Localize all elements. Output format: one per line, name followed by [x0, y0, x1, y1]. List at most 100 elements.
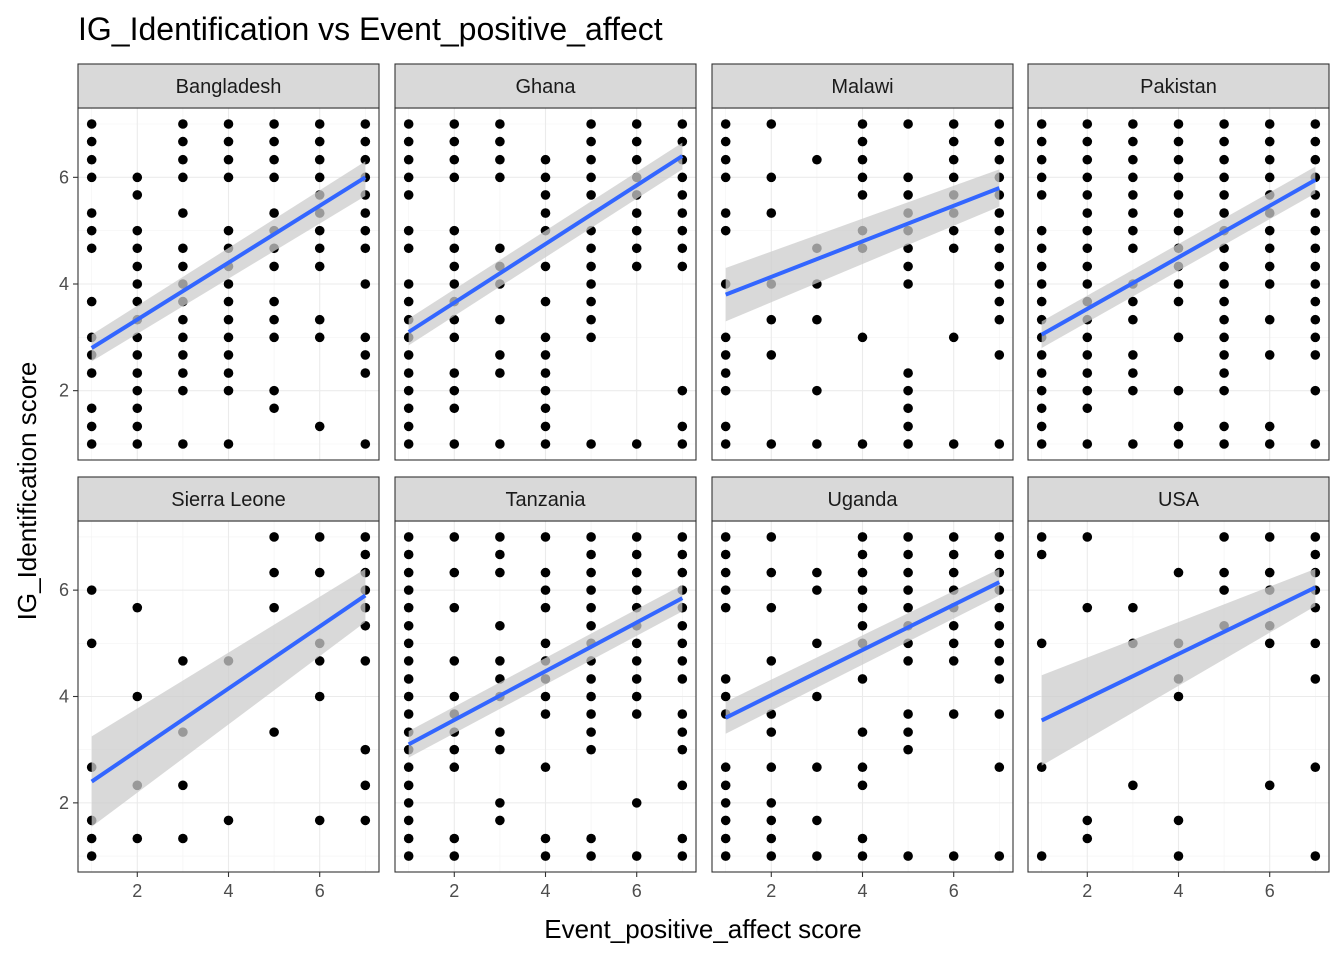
data-point — [360, 532, 371, 542]
data-point — [1082, 190, 1093, 200]
data-point — [1082, 332, 1093, 343]
data-point — [720, 833, 731, 844]
data-point — [720, 439, 731, 449]
data-point — [586, 674, 596, 684]
data-point — [540, 208, 551, 218]
data-point — [495, 136, 505, 147]
data-point — [586, 585, 596, 595]
data-point — [1219, 532, 1229, 542]
data-point — [994, 602, 1005, 613]
data-point — [994, 674, 1005, 684]
data-point — [495, 314, 505, 325]
data-point — [403, 350, 414, 360]
data-point — [903, 567, 913, 578]
data-point — [403, 403, 414, 414]
data-point — [948, 332, 959, 343]
data-point — [994, 136, 1005, 147]
data-point — [86, 403, 97, 414]
y-tick-label: 6 — [59, 167, 69, 187]
data-point — [1264, 421, 1275, 432]
data-point — [677, 208, 688, 218]
data-point — [269, 532, 279, 542]
facet-strip — [394, 476, 697, 522]
data-point — [903, 368, 913, 378]
data-point — [586, 261, 596, 272]
data-point — [857, 567, 868, 578]
data-point — [1310, 154, 1321, 165]
data-point — [586, 851, 596, 861]
data-point — [994, 549, 1005, 560]
data-point — [903, 172, 913, 183]
data-point — [132, 691, 143, 702]
data-point — [586, 602, 596, 613]
data-point — [132, 225, 143, 236]
data-point — [449, 567, 460, 578]
facet-strip-label: Pakistan — [1140, 76, 1217, 98]
data-point — [677, 190, 688, 200]
data-point — [495, 815, 505, 826]
data-point — [314, 532, 325, 542]
facet-strip — [711, 476, 1014, 522]
data-point — [948, 638, 959, 649]
data-point — [495, 119, 505, 129]
data-point — [86, 851, 97, 861]
data-point — [86, 172, 97, 183]
data-point — [178, 780, 188, 791]
data-point — [948, 243, 959, 254]
data-point — [631, 243, 642, 254]
data-point — [403, 532, 414, 542]
data-point — [449, 656, 460, 666]
data-point — [449, 439, 460, 449]
data-point — [1128, 439, 1138, 449]
data-point — [1219, 296, 1229, 307]
facet-strip-label: Ghana — [515, 76, 576, 98]
data-point — [720, 691, 731, 702]
data-point — [766, 656, 777, 666]
data-point — [1310, 532, 1321, 542]
data-point — [132, 243, 143, 254]
data-point — [1036, 385, 1047, 396]
data-point — [223, 815, 234, 826]
data-point — [1310, 261, 1321, 272]
data-point — [269, 314, 279, 325]
data-point — [1264, 314, 1275, 325]
data-point — [132, 350, 143, 360]
data-point — [1310, 851, 1321, 861]
data-point — [1036, 296, 1047, 307]
facet-sierra-leone: Sierra Leone 2 4 6 2 4 6 — [59, 476, 380, 901]
data-point — [1264, 279, 1275, 289]
data-point — [132, 172, 143, 183]
data-point — [677, 727, 688, 737]
x-tick-label: 2 — [449, 881, 459, 901]
data-point — [812, 691, 822, 702]
data-point — [631, 585, 642, 595]
data-point — [1219, 314, 1229, 325]
data-point — [720, 225, 731, 236]
data-point — [948, 532, 959, 542]
data-point — [540, 403, 551, 414]
data-point — [1128, 780, 1138, 791]
data-point — [1036, 762, 1047, 773]
data-point — [677, 385, 688, 396]
regression-line — [90, 175, 367, 350]
data-point — [1036, 136, 1047, 147]
data-point — [1082, 350, 1093, 360]
data-point — [857, 154, 868, 165]
data-point — [1310, 674, 1321, 684]
data-point — [314, 332, 325, 343]
data-point — [1219, 172, 1229, 183]
data-point — [449, 602, 460, 613]
facet-tanzania: Tanzania 2 4 6 — [394, 476, 697, 901]
data-point — [631, 154, 642, 165]
data-point — [178, 332, 188, 343]
data-point — [403, 585, 414, 595]
data-point — [766, 798, 777, 808]
data-point — [1310, 439, 1321, 449]
data-point — [1173, 154, 1184, 165]
data-point — [1310, 296, 1321, 307]
data-point — [449, 279, 460, 289]
data-point — [677, 439, 688, 449]
data-point — [720, 567, 731, 578]
data-point — [86, 421, 97, 432]
data-point — [677, 709, 688, 719]
